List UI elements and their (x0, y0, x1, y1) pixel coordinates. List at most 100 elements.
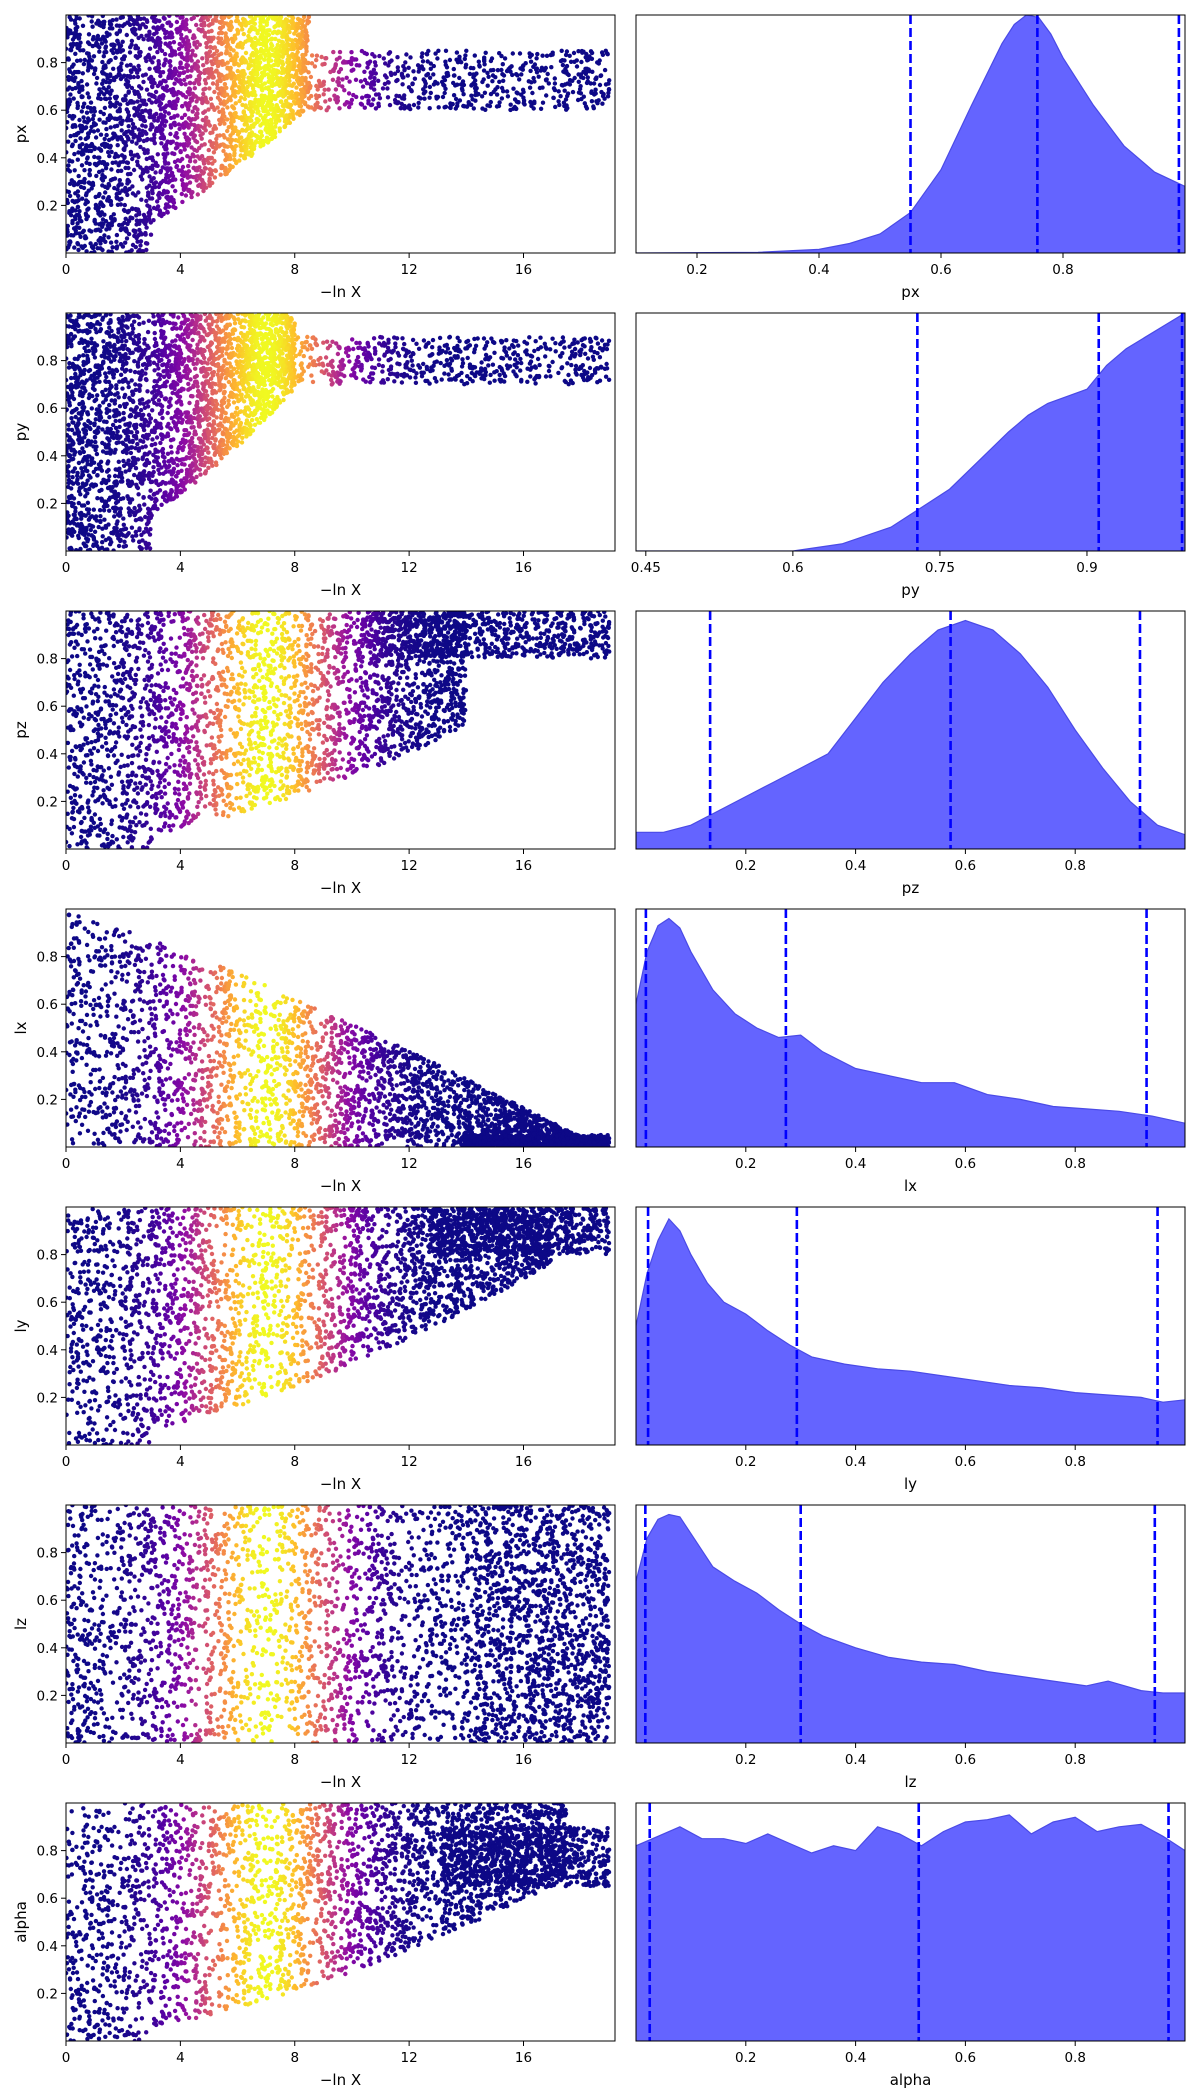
sample-point (123, 228, 128, 233)
sample-point (136, 210, 141, 215)
sample-point (283, 98, 289, 104)
sample-point (202, 166, 208, 171)
sample-point (93, 135, 99, 140)
sample-point (167, 72, 172, 77)
sample-point (114, 239, 119, 244)
sample-point (101, 34, 106, 39)
sample-point (174, 131, 179, 136)
sample-point (66, 87, 70, 92)
sample-point (216, 53, 221, 58)
sample-point (563, 52, 569, 58)
sample-point (136, 107, 141, 113)
sample-point (72, 245, 77, 250)
sample-point (187, 87, 193, 92)
sample-point (540, 100, 546, 105)
sample-point (501, 89, 506, 94)
sample-point (386, 51, 391, 56)
sample-point (257, 102, 262, 108)
sample-point (506, 67, 511, 72)
sample-point (490, 79, 495, 84)
sample-point (112, 218, 117, 223)
sample-point (174, 92, 179, 97)
sample-point (126, 20, 131, 26)
sample-point (204, 60, 209, 65)
sample-point (203, 81, 209, 86)
sample-point (262, 67, 267, 73)
sample-point (551, 95, 556, 101)
sample-point (130, 27, 135, 32)
sample-point (69, 75, 74, 81)
sample-point (228, 19, 234, 25)
sample-point (109, 167, 114, 172)
sample-point (469, 93, 474, 98)
sample-point (198, 472, 203, 477)
sample-point (332, 93, 337, 98)
sample-point (260, 18, 266, 23)
sample-point (412, 76, 418, 81)
sample-point (120, 188, 125, 193)
sample-point (558, 94, 563, 99)
sample-point (228, 144, 234, 149)
sample-point (280, 24, 286, 29)
sample-point (388, 70, 393, 76)
sample-point (104, 126, 109, 132)
sample-point (597, 82, 603, 88)
sample-point (574, 64, 580, 69)
sample-point (590, 69, 595, 75)
sample-point (70, 218, 75, 224)
sample-point (564, 49, 570, 54)
sample-point (77, 231, 82, 236)
sample-point (376, 78, 381, 84)
sample-point (90, 183, 96, 188)
sample-point (133, 382, 138, 387)
sample-point (224, 99, 230, 104)
sample-point (188, 118, 193, 123)
sample-point (213, 69, 218, 74)
sample-point (172, 151, 177, 157)
sample-point (169, 170, 175, 176)
sample-point (298, 35, 303, 41)
sample-point (189, 191, 194, 196)
sample-point (314, 83, 319, 89)
sample-point (93, 228, 98, 233)
sample-point (154, 18, 160, 23)
sample-point (276, 80, 281, 85)
sample-point (173, 106, 178, 111)
sample-point (301, 15, 307, 20)
sample-point (198, 124, 203, 129)
sample-point (327, 343, 333, 348)
sample-point (285, 60, 290, 65)
sample-point (593, 76, 598, 82)
sample-point (585, 75, 590, 80)
sample-point (488, 372, 493, 378)
sample-point (253, 42, 258, 47)
sample-point (164, 84, 169, 89)
sample-point (202, 338, 207, 343)
sample-point (138, 375, 143, 380)
sample-point (217, 25, 223, 31)
sample-point (370, 71, 375, 76)
sample-point (569, 362, 574, 368)
sample-point (102, 233, 107, 238)
sample-point (115, 168, 121, 174)
sample-point (417, 66, 422, 71)
sample-point (129, 323, 135, 328)
sample-point (423, 81, 428, 86)
sample-point (109, 88, 114, 93)
sample-point (233, 110, 238, 116)
sample-point (252, 26, 257, 31)
sample-point (408, 55, 413, 60)
sample-point (203, 86, 208, 92)
sample-point (324, 108, 329, 113)
x-tick-label: 0.4 (808, 262, 829, 278)
sample-point (245, 84, 250, 90)
sample-point (425, 59, 430, 64)
sample-point (128, 45, 133, 50)
sample-point (118, 64, 123, 70)
sample-point (315, 100, 320, 106)
sample-point (185, 68, 190, 74)
sample-point (448, 105, 453, 111)
sample-point (561, 100, 567, 105)
sample-point (93, 447, 98, 453)
sample-point (153, 99, 159, 105)
